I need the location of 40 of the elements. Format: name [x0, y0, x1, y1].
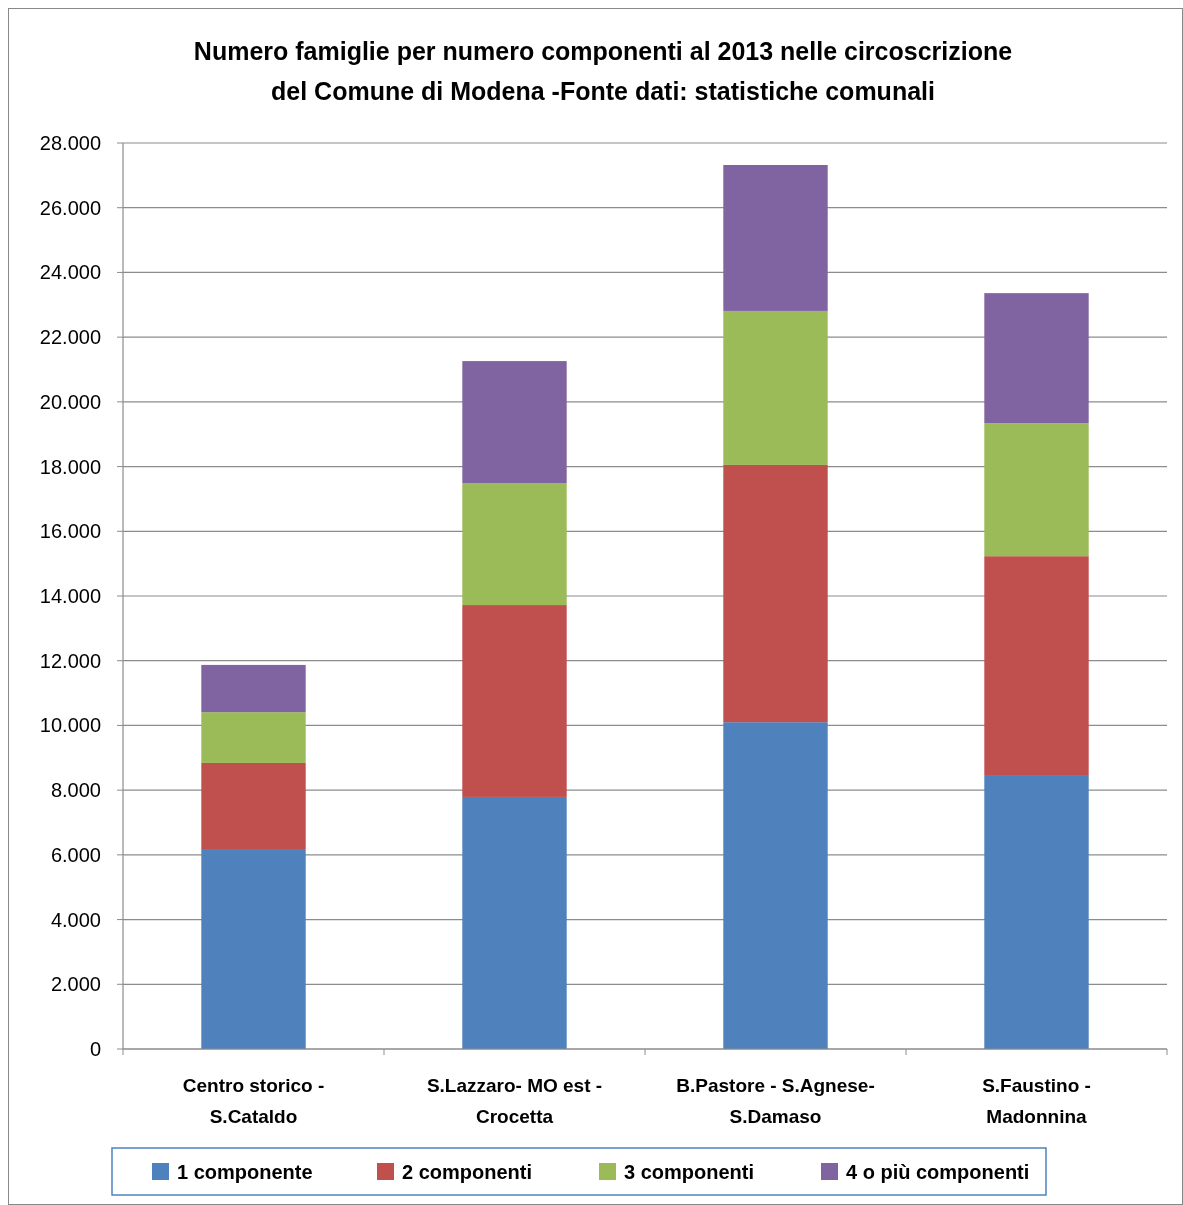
- bar: [723, 310, 828, 465]
- y-tick-label: 0: [89, 1038, 101, 1060]
- y-tick-label: 8.000: [50, 779, 101, 802]
- bar: [984, 423, 1089, 557]
- y-tick-label: 16.000: [39, 520, 101, 543]
- bar: [723, 165, 828, 311]
- y-tick-label: 6.000: [50, 843, 101, 866]
- y-tick-label: 28.000: [39, 132, 101, 154]
- bar: [462, 605, 567, 797]
- legend-label: 2 componenti: [402, 1161, 533, 1183]
- x-tick-label: Centro storico - S.Cataldo: [182, 1075, 325, 1127]
- chart-title: Numero famiglie per numero componenti al 2013 nelle circoscrizione del Comune di Modena -Fonte dati: statistiche comunali: [193, 37, 1013, 105]
- bar: [462, 483, 567, 606]
- bar: [723, 722, 828, 1049]
- x-tick-label: B.Pastore - S.Agnese- S.Damaso: [676, 1075, 875, 1127]
- y-tick-label: 4.000: [50, 908, 101, 931]
- bar: [984, 775, 1089, 1049]
- x-tick-label: S.Lazzaro- MO est - Crocetta: [426, 1075, 603, 1127]
- bar: [984, 293, 1089, 424]
- bar: [201, 664, 306, 713]
- legend-label: 3 componenti: [624, 1161, 755, 1183]
- legend-label: 1 componente: [177, 1161, 313, 1183]
- legend-label: 4 o più componenti: [846, 1161, 1030, 1183]
- bar: [723, 464, 828, 723]
- y-tick-label: 18.000: [39, 455, 101, 478]
- y-tick-label: 10.000: [39, 714, 101, 737]
- y-tick-label: 24.000: [39, 261, 101, 284]
- y-tick-label: 22.000: [39, 326, 101, 349]
- bar: [201, 849, 306, 1049]
- y-tick-label: 12.000: [39, 649, 101, 672]
- bar: [462, 796, 567, 1049]
- y-tick-label: 14.000: [39, 585, 101, 607]
- y-tick-label: 26.000: [39, 196, 101, 219]
- bar: [984, 556, 1089, 776]
- x-tick-label: S.Faustino - Madonnina: [982, 1075, 1091, 1127]
- y-tick-label: 2.000: [50, 973, 101, 996]
- bar: [201, 762, 306, 850]
- bar: [462, 361, 567, 484]
- bar: [201, 712, 306, 763]
- y-tick-label: 20.000: [39, 390, 101, 413]
